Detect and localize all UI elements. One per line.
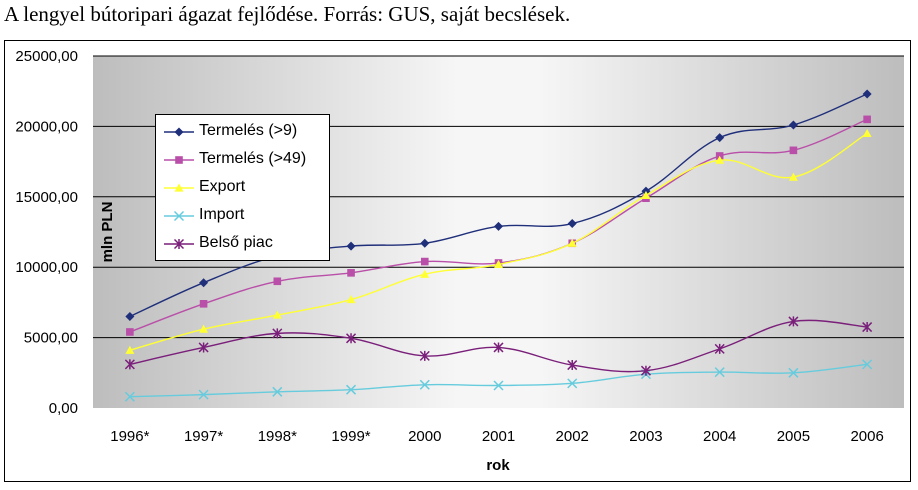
- x-tick-label: 2004: [703, 428, 736, 445]
- legend-swatch: [164, 210, 194, 222]
- data-point: [715, 133, 725, 143]
- chart-caption: A lengyel bútoripari ágazat fejlődése. F…: [4, 2, 571, 26]
- data-point: [715, 155, 725, 164]
- data-point: [862, 89, 872, 99]
- data-point: [788, 120, 798, 130]
- y-tick-label: 10000,00: [15, 259, 78, 276]
- data-point: [199, 324, 209, 333]
- data-point: [124, 391, 135, 402]
- data-point: [493, 342, 504, 353]
- legend-swatch: [164, 183, 194, 192]
- y-tick-label: 0,00: [49, 400, 78, 417]
- data-point: [125, 345, 135, 354]
- x-tick-label: 1997*: [184, 428, 223, 445]
- data-point: [494, 221, 503, 231]
- data-point: [714, 343, 725, 354]
- x-axis-title: rok: [486, 457, 510, 474]
- y-axis-title: mln PLN: [99, 202, 116, 263]
- data-point: [419, 350, 430, 361]
- x-tick-label: 2000: [408, 428, 441, 445]
- data-point: [493, 380, 504, 391]
- data-point: [641, 190, 651, 199]
- data-point: [272, 386, 283, 397]
- legend-item: Export: [156, 177, 329, 199]
- x-tick-label: 2002: [556, 428, 589, 445]
- data-point: [863, 115, 871, 124]
- x-tick-label: 2006: [850, 428, 883, 445]
- series-line: [129, 132, 868, 351]
- legend-marker: [174, 183, 184, 192]
- data-point: [862, 128, 872, 138]
- data-point: [346, 384, 357, 395]
- x-tick-label: 1996*: [110, 428, 149, 445]
- legend-label: Termelés (>9): [199, 122, 298, 139]
- y-tick-label: 15000,00: [15, 189, 78, 206]
- x-tick-label: 1998*: [258, 428, 297, 445]
- data-point: [420, 238, 430, 248]
- legend-label: Belső piac: [199, 234, 273, 251]
- data-point: [126, 328, 134, 336]
- data-point: [199, 278, 209, 288]
- y-tick-label: 5000,00: [24, 330, 78, 347]
- data-point: [862, 359, 873, 370]
- data-point: [788, 172, 798, 181]
- data-point: [272, 310, 282, 319]
- legend-item: Import: [156, 205, 329, 227]
- legend-label: Import: [199, 206, 245, 223]
- data-point: [124, 359, 135, 370]
- data-point: [346, 333, 357, 344]
- legend-item: Termelés (>9): [156, 121, 329, 143]
- data-point: [346, 295, 356, 304]
- data-point: [272, 328, 283, 339]
- legend-marker: [174, 127, 184, 137]
- data-point: [420, 269, 430, 278]
- legend-item: Belső piac: [156, 233, 329, 255]
- x-tick-label: 2001: [482, 428, 515, 445]
- data-point: [347, 269, 355, 277]
- data-point: [198, 389, 209, 400]
- legend-marker: [173, 210, 185, 222]
- y-tick-label: 20000,00: [15, 118, 78, 135]
- data-point: [789, 146, 798, 155]
- x-tick-label: 1999*: [331, 428, 370, 445]
- data-point: [788, 367, 799, 378]
- legend-marker: [175, 156, 183, 164]
- data-point: [273, 277, 282, 286]
- data-point: [640, 365, 651, 376]
- data-point: [788, 316, 799, 327]
- y-tick-label: 25000,00: [15, 48, 78, 65]
- legend-swatch: [164, 156, 194, 164]
- legend-marker: [173, 238, 185, 250]
- x-tick-label: 2003: [629, 428, 662, 445]
- data-point: [420, 257, 429, 266]
- data-point: [198, 342, 209, 353]
- data-point: [494, 259, 503, 268]
- data-point: [567, 238, 577, 247]
- data-point: [862, 322, 873, 333]
- data-point: [199, 300, 208, 308]
- data-point: [567, 378, 578, 389]
- data-point: [567, 219, 577, 229]
- x-tick-label: 2005: [777, 428, 810, 445]
- chart-legend: Termelés (>9) Termelés (>49) Export Import B…: [155, 114, 330, 261]
- data-point: [419, 379, 430, 390]
- data-point: [346, 241, 356, 251]
- data-point: [567, 360, 578, 371]
- legend-label: Export: [199, 178, 246, 195]
- data-point: [125, 311, 135, 321]
- legend-swatch: [164, 127, 194, 137]
- data-point: [714, 367, 725, 378]
- legend-item: Termelés (>49): [156, 149, 329, 171]
- legend-label: Termelés (>49): [199, 150, 307, 167]
- legend-swatch: [164, 238, 194, 250]
